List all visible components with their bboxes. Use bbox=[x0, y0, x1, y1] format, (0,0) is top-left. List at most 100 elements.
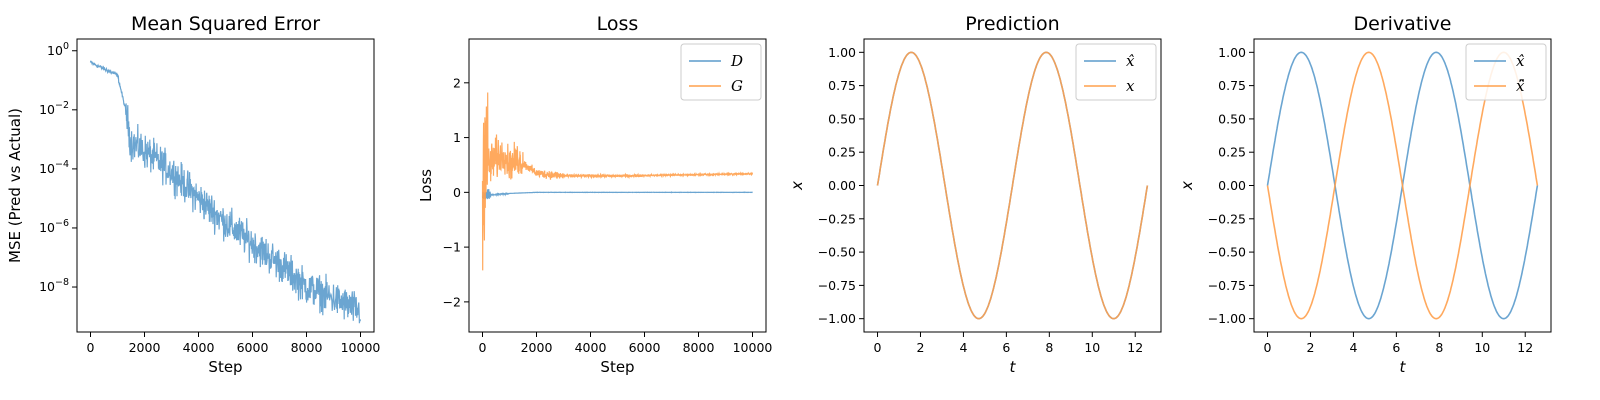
chart-title: Mean Squared Error bbox=[131, 13, 320, 35]
x-tick-label: 4000 bbox=[575, 340, 607, 355]
x-tick-label: 12 bbox=[1127, 340, 1143, 355]
derivative-chart: 0 2 4 6 8 10 12 1.00 0.75 0.50 0.25 0.00 −0.25 −0.50 −… bbox=[1178, 13, 1552, 376]
x-tick-label: 0 bbox=[1264, 340, 1272, 355]
y-axis-label: MSE (Pred vs Actual) bbox=[6, 108, 24, 263]
loss-chart: 0 2000 4000 6000 8000 10000 −2 −1 0 1 2 Loss Step Los… bbox=[417, 13, 772, 376]
y-tick-base: 10 bbox=[39, 220, 55, 235]
prediction-chart: 0 2 4 6 8 10 12 1.00 0.75 0.50 0.25 0.00 −0.25 −0.50 −… bbox=[788, 13, 1162, 376]
y-tick-label: −1.00 bbox=[818, 311, 856, 326]
y-tick-label: 0.25 bbox=[1218, 145, 1246, 160]
y-tick-label: 2 bbox=[453, 75, 461, 90]
x-tick-label: 4 bbox=[1349, 340, 1357, 355]
x-tick-label: 0 bbox=[874, 340, 882, 355]
legend-label-1: x̂̈ bbox=[1516, 77, 1525, 95]
y-tick-label: 0.75 bbox=[828, 78, 856, 93]
x-tick-label: 0 bbox=[479, 340, 487, 355]
plot-area bbox=[89, 60, 361, 324]
y-tick-exponent: 0 bbox=[63, 41, 69, 52]
x-tick-label: 6000 bbox=[237, 340, 269, 355]
y-tick-label: 1.00 bbox=[1218, 45, 1246, 60]
legend-label-0: x̂ bbox=[1126, 52, 1135, 70]
x-axis-label: Step bbox=[600, 358, 634, 376]
chart-title: Derivative bbox=[1354, 13, 1452, 35]
legend: x̂ x bbox=[1075, 43, 1157, 101]
x-tick-label: 8000 bbox=[683, 340, 715, 355]
y-tick-label: 10−2 bbox=[39, 100, 69, 117]
y-tick-label: −0.25 bbox=[1208, 211, 1246, 226]
series-line-1 bbox=[481, 92, 754, 271]
y-tick-label: −0.75 bbox=[1208, 278, 1246, 293]
x-axis-label: Step bbox=[208, 358, 242, 376]
y-tick-base: 10 bbox=[39, 161, 55, 176]
x-tick-label: 6 bbox=[1392, 340, 1400, 355]
y-tick-label: −0.75 bbox=[818, 278, 856, 293]
y-tick-label: 100 bbox=[47, 41, 69, 58]
legend-label-0: x̂ bbox=[1516, 52, 1525, 70]
axes-frame bbox=[468, 38, 767, 333]
y-tick-label: 1 bbox=[453, 130, 461, 145]
legend-box bbox=[680, 43, 762, 101]
y-tick-label: −0.50 bbox=[1208, 245, 1246, 260]
y-tick-label: 0.00 bbox=[828, 178, 856, 193]
y-tick-label: 0.50 bbox=[828, 111, 856, 126]
y-tick-label: −0.50 bbox=[818, 245, 856, 260]
x-tick-label: 2 bbox=[917, 340, 925, 355]
series-line-1 bbox=[876, 51, 1149, 320]
x-tick-label: 8000 bbox=[291, 340, 323, 355]
y-tick-label: 10−6 bbox=[39, 218, 69, 235]
y-tick-label: 10−4 bbox=[39, 159, 69, 176]
y-tick-label: −2 bbox=[443, 294, 461, 309]
mse-chart: 0 2000 4000 6000 8000 1000010010−210−410−610−… bbox=[6, 13, 380, 376]
x-tick-label: 4000 bbox=[183, 340, 215, 355]
x-tick-label: 2 bbox=[1307, 340, 1315, 355]
x-axis-label: t bbox=[1010, 358, 1017, 376]
y-axis-label: x bbox=[1178, 181, 1196, 191]
x-tick-label: 0 bbox=[87, 340, 95, 355]
x-tick-label: 6000 bbox=[629, 340, 661, 355]
legend-label-1: x bbox=[1126, 77, 1135, 95]
x-tick-label: 10000 bbox=[733, 340, 773, 355]
x-axis-label: t bbox=[1400, 358, 1407, 376]
legend-box bbox=[1465, 43, 1547, 101]
y-tick-label: 0 bbox=[453, 185, 461, 200]
y-tick-label: 0.75 bbox=[1218, 78, 1246, 93]
y-tick-label: 1.00 bbox=[828, 45, 856, 60]
x-tick-label: 2000 bbox=[129, 340, 161, 355]
legend: DG bbox=[680, 43, 762, 101]
y-tick-base: 10 bbox=[39, 102, 55, 117]
y-tick-exponent: −4 bbox=[55, 159, 69, 170]
series-line-0 bbox=[481, 189, 753, 201]
y-tick-label: 0.50 bbox=[1218, 111, 1246, 126]
legend-label-1: G bbox=[731, 77, 743, 95]
x-tick-label: 10 bbox=[1084, 340, 1100, 355]
x-tick-label: 12 bbox=[1517, 340, 1533, 355]
series-line-0 bbox=[89, 60, 361, 324]
x-tick-label: 2000 bbox=[521, 340, 553, 355]
chart-title: Prediction bbox=[965, 13, 1059, 35]
y-tick-exponent: −8 bbox=[55, 277, 69, 288]
y-tick-label: 0.00 bbox=[1218, 178, 1246, 193]
y-tick-base: 10 bbox=[47, 43, 63, 58]
y-tick-exponent: −6 bbox=[55, 218, 69, 229]
legend-box bbox=[1075, 43, 1157, 101]
legend: x̂ x̂̈ bbox=[1465, 43, 1547, 101]
x-tick-label: 8 bbox=[1435, 340, 1443, 355]
y-tick-exponent: −2 bbox=[55, 100, 69, 111]
x-tick-label: 10000 bbox=[341, 340, 381, 355]
legend-label-0: D bbox=[730, 52, 743, 70]
plot-area bbox=[876, 51, 1149, 320]
plot-area bbox=[481, 92, 754, 271]
x-tick-label: 8 bbox=[1045, 340, 1053, 355]
y-tick-label: 0.25 bbox=[828, 145, 856, 160]
axes-frame bbox=[76, 38, 375, 333]
y-axis-label: x bbox=[788, 181, 806, 191]
y-tick-label: −1 bbox=[443, 240, 461, 255]
y-axis-label: Loss bbox=[417, 169, 435, 202]
y-tick-label: −0.25 bbox=[818, 211, 856, 226]
x-tick-label: 10 bbox=[1474, 340, 1490, 355]
x-tick-label: 6 bbox=[1002, 340, 1010, 355]
y-tick-label: 10−8 bbox=[39, 277, 69, 294]
chart-title: Loss bbox=[597, 13, 639, 35]
y-tick-label: −1.00 bbox=[1208, 311, 1246, 326]
